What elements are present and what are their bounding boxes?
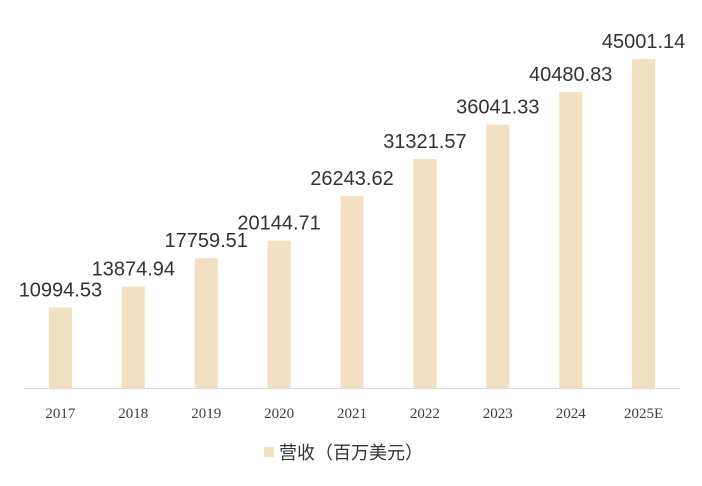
x-tick-label-2025E: 2025E	[624, 406, 663, 422]
value-label-2024: 40480.83	[529, 64, 612, 86]
value-label-2020: 20144.71	[237, 213, 320, 235]
x-tick-label-2019: 2019	[191, 406, 221, 422]
x-tick-label-2018: 2018	[118, 406, 148, 422]
x-tick-label-2024: 2024	[556, 406, 587, 422]
value-label-2022: 31321.57	[383, 131, 466, 153]
bar-2025E	[632, 59, 656, 388]
bar-2024	[559, 92, 583, 388]
legend-label: 营收（百万美元）	[279, 443, 423, 464]
value-label-2017: 10994.53	[19, 280, 102, 302]
x-tick-label-2020: 2020	[264, 406, 294, 422]
value-label-2025E: 45001.14	[602, 31, 685, 53]
bar-2020	[267, 240, 291, 388]
x-tick-labels-layer: 2017 2018 2019 2020 2021 2022 2023 2024 2025E	[45, 406, 663, 422]
x-tick-label-2022: 2022	[410, 406, 440, 422]
bar-2017	[48, 307, 72, 388]
bar-2021	[340, 196, 364, 388]
value-label-2019: 17759.51	[164, 230, 247, 252]
bar-2023	[486, 124, 510, 388]
legend: 营收（百万美元）	[264, 443, 423, 464]
value-label-2023: 36041.33	[456, 97, 539, 119]
bar-2018	[121, 286, 145, 388]
x-tick-label-2023: 2023	[483, 406, 513, 422]
value-label-2018: 13874.94	[92, 259, 175, 281]
bars-layer	[48, 59, 656, 388]
bar-2022	[413, 159, 437, 388]
legend-swatch	[264, 447, 274, 457]
x-tick-label-2021: 2021	[337, 406, 367, 422]
value-label-2021: 26243.62	[310, 168, 393, 190]
bar-2019	[194, 258, 218, 388]
x-tick-label-2017: 2017	[45, 406, 76, 422]
